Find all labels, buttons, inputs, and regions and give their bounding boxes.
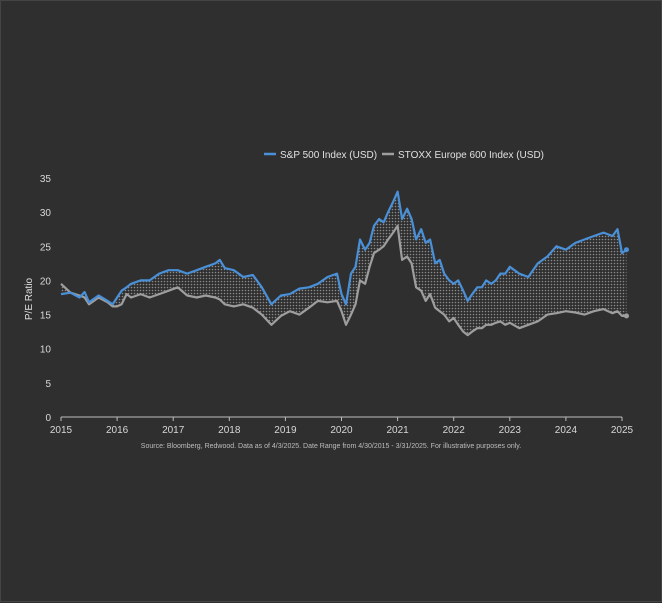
x-tick-label: 2025 xyxy=(611,425,634,436)
x-tick-label: 2017 xyxy=(162,425,185,436)
series-line-stoxx600 xyxy=(60,224,627,337)
x-tick-label: 2015 xyxy=(50,425,73,436)
spread-fill xyxy=(61,191,627,336)
x-tick-label: 2018 xyxy=(218,425,241,436)
y-tick-label: 15 xyxy=(40,311,52,322)
y-tick-label: 10 xyxy=(40,345,52,356)
legend: S&P 500 Index (USD) STOXX Europe 600 Ind… xyxy=(264,150,544,161)
x-tick-label: 2023 xyxy=(499,425,522,436)
y-tick-label: 30 xyxy=(40,208,52,219)
x-tick-label: 2019 xyxy=(274,425,297,436)
y-tick-label: 0 xyxy=(45,413,51,424)
series-lines xyxy=(60,190,629,337)
series-line-sp500 xyxy=(60,190,628,306)
x-tick-label: 2022 xyxy=(443,425,466,436)
legend-label-stoxx600: STOXX Europe 600 Index (USD) xyxy=(398,150,544,161)
x-tick-label: 2020 xyxy=(330,425,353,436)
source-note: Source: Bloomberg, Redwood. Data as of 4… xyxy=(141,443,521,450)
y-axis: 0 5 10 15 20 25 30 35 xyxy=(40,174,52,424)
series-line-stoxx600-endpoint xyxy=(623,313,629,319)
legend-label-sp500: S&P 500 Index (USD) xyxy=(280,150,377,161)
y-tick-label: 25 xyxy=(40,242,52,253)
x-tick-label: 2024 xyxy=(555,425,578,436)
x-axis: 2015 2016 2017 2018 2019 2020 2021 2022 2023 2024… xyxy=(50,416,634,436)
x-tick-label: 2021 xyxy=(386,425,409,436)
y-tick-label: 5 xyxy=(45,379,51,390)
spread-area xyxy=(61,191,627,336)
y-tick-label: 20 xyxy=(40,276,52,287)
x-tick-label: 2016 xyxy=(106,425,129,436)
series-line-sp500-endpoint xyxy=(623,247,629,253)
y-tick-label: 35 xyxy=(40,174,52,185)
y-axis-title: P/E Ratio xyxy=(24,277,35,320)
